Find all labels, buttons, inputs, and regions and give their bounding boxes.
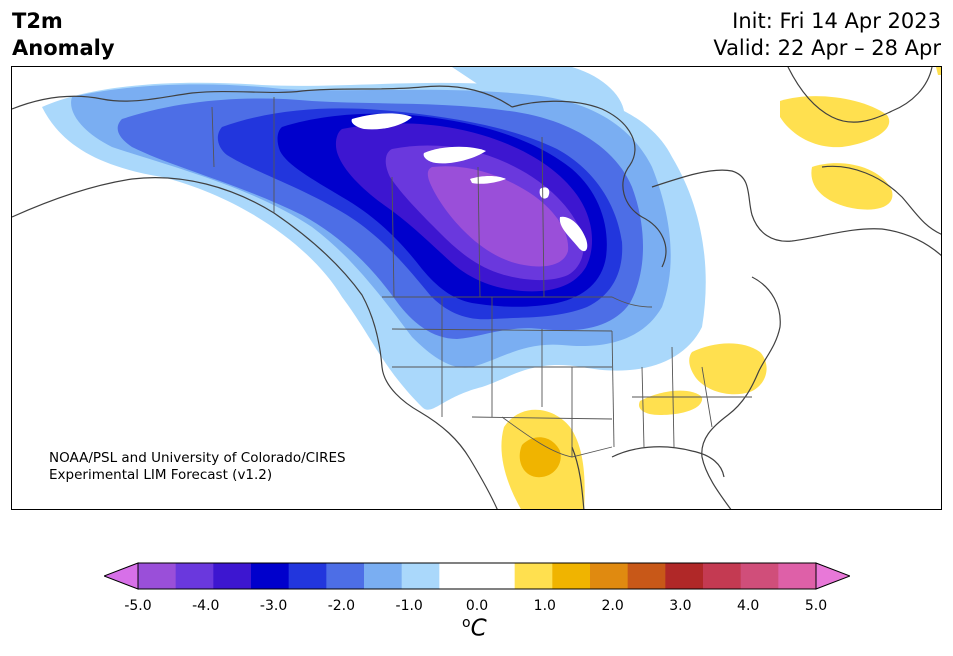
political-borders <box>211 97 752 458</box>
valid-range: Valid: 22 Apr – 28 Apr <box>713 36 941 60</box>
colorbar-tick-label: -4.0 <box>192 598 220 614</box>
anomaly-contour-plus-1-labrador-b <box>811 163 893 210</box>
title-line-1: T2m <box>12 9 63 33</box>
colorbar-segment <box>251 563 290 589</box>
colorbar-tick-label: -5.0 <box>124 598 152 614</box>
colorbar-segment <box>665 563 704 589</box>
colorbar-segment <box>138 563 177 589</box>
colorbar-tick-label: 1.0 <box>533 598 556 614</box>
credit-line-1: NOAA/PSL and University of Colorado/CIRE… <box>49 450 346 466</box>
colorbar-segment <box>326 563 365 589</box>
lake-athabasca <box>470 176 506 184</box>
colorbar-tick-label: 2.0 <box>601 598 624 614</box>
colorbar-segment <box>627 563 666 589</box>
colorbar <box>104 562 850 590</box>
colorbar-upper-extend-arrow <box>815 562 850 590</box>
colorbar-segment <box>364 563 403 589</box>
lake-winnipeg <box>559 216 588 252</box>
title-line-2: Anomaly <box>12 36 115 60</box>
data-credit: NOAA/PSL and University of Colorado/CIRE… <box>49 450 346 484</box>
colorbar-segment <box>288 563 327 589</box>
anomaly-contour-plus-1-southeast <box>638 390 703 415</box>
colorbar-tick-label: -1.0 <box>395 598 423 614</box>
anomaly-map <box>12 67 941 509</box>
unit-label: oC <box>462 615 487 642</box>
lake-great-slave <box>423 146 486 164</box>
anomaly-contour-plus-1-east <box>689 343 767 395</box>
credit-line-2: Experimental LIM Forecast (v1.2) <box>49 467 273 483</box>
colorbar-tick-label: 0.0 <box>465 598 489 614</box>
colorbar-segment <box>703 563 742 589</box>
anomaly-contour-plus-1-greenland <box>936 67 941 75</box>
coastlines <box>12 67 941 509</box>
colorbar-segment <box>401 563 440 589</box>
colorbar-segment <box>514 563 553 589</box>
colorbar-outline <box>137 562 817 590</box>
colorbar-lower-extend-arrow <box>104 562 139 590</box>
init-date: Init: Fri 14 Apr 2023 <box>732 9 941 33</box>
anomaly-contour-plus-1-labrador <box>780 96 890 148</box>
unit-symbol: C <box>470 615 487 642</box>
anomaly-contour-minus-4-5 <box>427 166 569 267</box>
colorbar-segment <box>740 563 779 589</box>
lake-winnipegosis <box>539 187 550 199</box>
colorbar-segment <box>552 563 591 589</box>
colorbar-segment <box>439 563 478 589</box>
colorbar-segment <box>213 563 252 589</box>
colorbar-segment <box>175 563 214 589</box>
unit-degree: o <box>462 615 471 631</box>
colorbar-segment <box>778 563 817 589</box>
lake-great-bear <box>351 113 412 130</box>
colorbar-tick-label: -2.0 <box>327 598 356 614</box>
colorbar-tick-label: 3.0 <box>669 598 692 614</box>
map-title: T2m Anomaly <box>12 8 115 62</box>
forecast-dates: Init: Fri 14 Apr 2023 Valid: 22 Apr – 28… <box>713 8 941 62</box>
colorbar-segment <box>477 563 516 589</box>
colorbar-tick-label: 4.0 <box>737 598 760 614</box>
colorbar-tick-label: 5.0 <box>804 598 828 614</box>
colorbar-segment <box>590 563 629 589</box>
anomaly-contour-plus-1-5-mexico <box>519 437 561 478</box>
map-panel <box>11 66 942 510</box>
colorbar-tick-label: -3.0 <box>259 598 288 614</box>
colorbar-segments <box>138 563 817 589</box>
